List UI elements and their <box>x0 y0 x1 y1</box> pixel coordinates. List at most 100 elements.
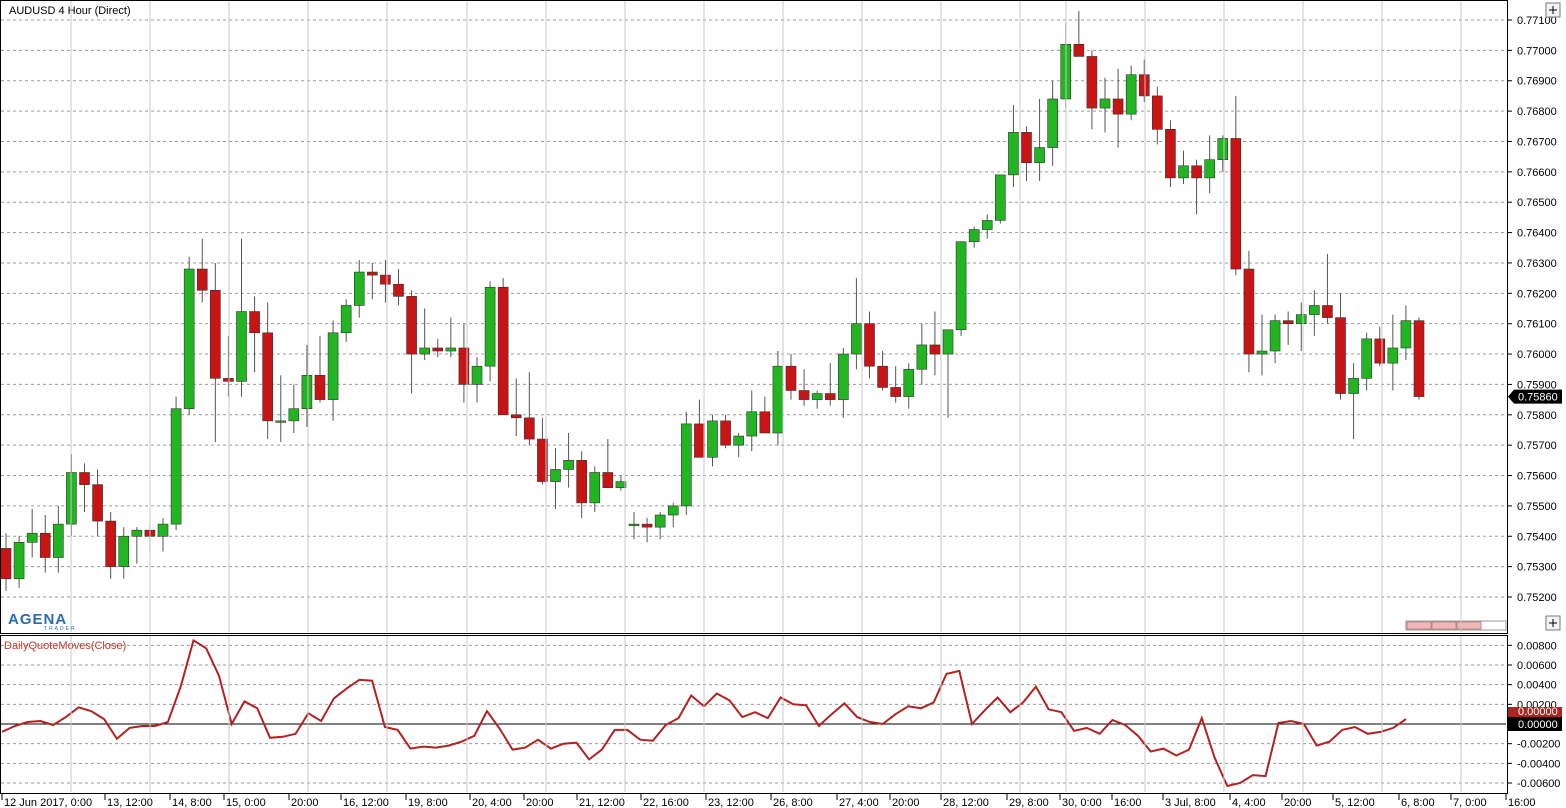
price-tick-label: 0.75700 <box>1517 440 1557 452</box>
candle-bull <box>327 332 339 400</box>
indicator-title: DailyQuoteMoves(Close) <box>4 640 126 652</box>
candle-bear <box>877 365 888 388</box>
time-tick-label: 5, 12:00 <box>1335 797 1375 808</box>
candle-bull <box>288 408 300 422</box>
candle-bull <box>811 393 823 400</box>
price-gridlines <box>1 19 1506 598</box>
candle-bull <box>1309 305 1320 315</box>
time-tick-label: 20:00 <box>1284 797 1312 808</box>
price-tick-label: 0.76200 <box>1517 288 1557 300</box>
candle-bull <box>53 523 64 558</box>
candle-bull <box>1361 338 1372 379</box>
indicator-tick-label: -0.00200 <box>1517 739 1560 751</box>
indicator-panel-maximize-button[interactable] <box>1545 615 1561 631</box>
time-tick-label: 7, 0:00 <box>1453 797 1487 808</box>
candle-bear <box>510 414 522 419</box>
chart-scroll-indicator[interactable] <box>1405 620 1507 631</box>
candle-bear <box>196 268 208 291</box>
candle-bear <box>694 423 705 458</box>
price-tick-label: 0.76600 <box>1517 167 1557 179</box>
indicator-tick-label: 0.00600 <box>1517 660 1557 672</box>
indicator-tick-label: -0.00600 <box>1517 778 1560 790</box>
agena-logo: AGENA TRADER <box>8 611 75 632</box>
indicator-tick-label: 0.00800 <box>1517 640 1557 652</box>
candle-bear <box>210 289 221 379</box>
candle-bear <box>824 393 836 400</box>
candle-bear <box>314 375 326 400</box>
candle-bull <box>628 523 640 526</box>
price-tick-label: 0.75400 <box>1517 531 1557 543</box>
price-tick-label: 0.76800 <box>1517 106 1557 118</box>
candle-bear <box>864 323 875 367</box>
time-tick-label: 20:00 <box>892 797 920 808</box>
candle-bear <box>1086 56 1098 109</box>
candle-bull <box>1256 350 1268 355</box>
candle-bear <box>406 296 417 355</box>
candle-bear <box>798 390 810 400</box>
candle-bull <box>733 435 744 446</box>
time-tick-label: 6, 8:00 <box>1401 797 1435 808</box>
candle-bear <box>929 344 941 355</box>
price-tick-label: 0.76900 <box>1517 76 1557 88</box>
price-tick-label: 0.75300 <box>1517 562 1557 574</box>
indicator-zero-label: 0.00000 <box>1518 719 1558 731</box>
candlestick-series <box>0 10 1425 591</box>
candle-bear <box>720 420 731 446</box>
time-tick-label: 27, 4:00 <box>839 797 879 808</box>
candle-bear <box>1230 138 1242 270</box>
time-tick-label: 15, 0:00 <box>226 797 266 808</box>
candle-bull <box>1178 165 1189 179</box>
candle-bear <box>524 417 535 440</box>
candle-bear <box>1138 74 1150 97</box>
candle-bull <box>1125 74 1137 115</box>
price-tick-label: 0.76500 <box>1517 197 1557 209</box>
candle-bull <box>681 423 692 507</box>
candle-bear <box>223 378 234 382</box>
indicator-gridlines <box>1 644 1506 784</box>
candle-bear <box>1243 268 1255 355</box>
indicator-last-label: 0.00000 <box>1518 706 1558 718</box>
price-panel-maximize-button[interactable] <box>1545 2 1561 18</box>
candle-bear <box>367 271 378 276</box>
candle-bull <box>1008 132 1019 176</box>
time-tick-label: 30, 0:00 <box>1062 797 1102 808</box>
candle-bear <box>1073 43 1085 57</box>
indicator-tick-label: 0.00400 <box>1517 680 1557 692</box>
candle-bear <box>890 387 901 397</box>
candle-bull <box>838 353 849 400</box>
candle-bull <box>654 514 666 528</box>
candle-bull <box>445 347 457 352</box>
candle-bull <box>1099 98 1111 109</box>
indicator-panel <box>0 635 1508 794</box>
candle-bear <box>39 532 51 558</box>
time-tick-label: 21, 12:00 <box>579 797 625 808</box>
candle-bear <box>602 472 614 488</box>
price-tick-label: 0.76100 <box>1517 319 1557 331</box>
candle-bull <box>1400 320 1412 349</box>
candle-bull <box>1387 347 1399 364</box>
candle-bear <box>759 411 771 434</box>
candle-bull <box>995 174 1006 221</box>
candle-bear <box>1374 338 1386 364</box>
candle-bull <box>589 472 601 504</box>
candle-bear <box>79 472 90 485</box>
price-tick-label: 0.76300 <box>1517 258 1557 270</box>
candle-bull <box>615 481 627 488</box>
candle-bear <box>1165 129 1176 179</box>
candle-bull <box>550 469 561 482</box>
candle-bear <box>0 548 12 580</box>
candle-bull <box>903 368 915 397</box>
candle-bull <box>1204 159 1215 179</box>
candle-bear <box>380 274 391 285</box>
indicator-zero-tag <box>1508 717 1562 731</box>
candle-bull <box>1348 378 1359 394</box>
time-tick-label: 16, 12:00 <box>343 797 389 808</box>
candle-bear <box>576 460 587 504</box>
candle-bull <box>484 286 496 367</box>
candle-bear <box>1152 95 1163 130</box>
candle-bull <box>772 365 784 434</box>
time-tick-label: 12 Jun 2017, 0:00 <box>4 797 92 808</box>
candle-bear <box>432 347 444 352</box>
candle-bull <box>746 411 758 437</box>
